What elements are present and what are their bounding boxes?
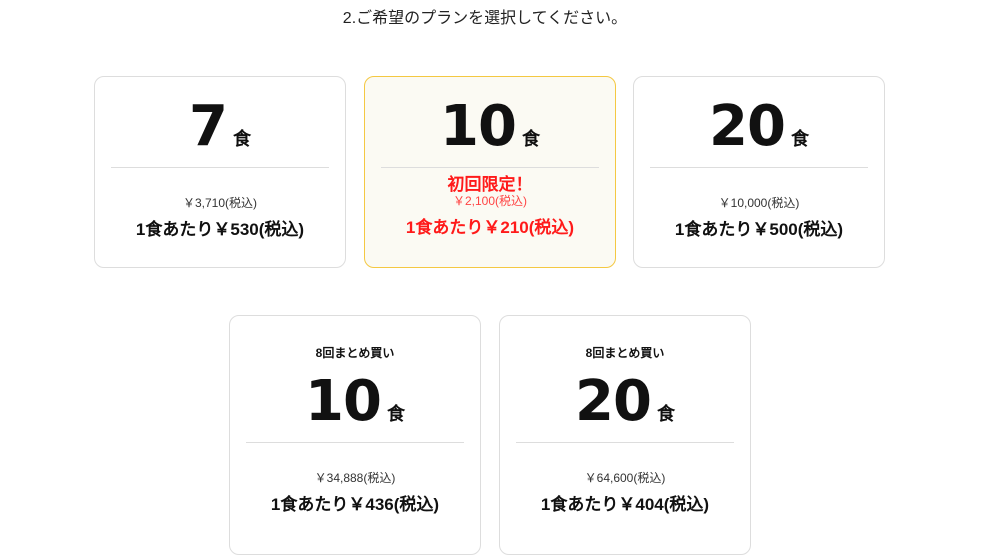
plan-unit: 食	[521, 129, 540, 149]
divider	[650, 167, 868, 168]
plan-card-20[interactable]: 20 食 ￥10,000(税込) 1食あたり￥500(税込)	[633, 76, 885, 268]
divider	[246, 442, 464, 443]
plan-price: ￥3,710(税込)	[182, 196, 258, 210]
plan-count: 10	[305, 369, 382, 434]
section-title: 2.ご希望のプランを選択してください。	[342, 10, 628, 27]
plan-unit: 食	[656, 404, 675, 424]
plan-price: ￥64,600(税込)	[584, 471, 666, 485]
plan-price: ￥2,100(税込)	[452, 194, 528, 208]
plan-per-meal: 1食あたり￥436(税込)	[270, 495, 440, 514]
plan-label: 8回まとめ買い	[585, 346, 665, 360]
plan-unit: 食	[232, 129, 251, 149]
plan-unit: 食	[790, 129, 809, 149]
plan-count: 20	[575, 369, 652, 434]
plan-label: 8回まとめ買い	[315, 346, 395, 360]
plan-per-meal: 1食あたり￥500(税込)	[674, 220, 844, 239]
plan-price: ￥34,888(税込)	[314, 471, 396, 485]
plan-count: 7	[189, 94, 228, 159]
plan-count: 20	[709, 94, 786, 159]
plan-card-10[interactable]: 10 食 初回限定！ ￥2,100(税込) 1食あたり￥210(税込)	[364, 76, 616, 268]
plan-card-bulk-10[interactable]: 8回まとめ買い 10 食 ￥34,888(税込) 1食あたり￥436(税込)	[229, 315, 481, 555]
plan-per-meal: 1食あたり￥210(税込)	[405, 218, 575, 237]
divider	[111, 167, 329, 168]
limited-badge: 初回限定！	[447, 175, 533, 194]
plan-card-bulk-20[interactable]: 8回まとめ買い 20 食 ￥64,600(税込) 1食あたり￥404(税込)	[499, 315, 751, 555]
divider	[381, 167, 599, 168]
plan-unit: 食	[386, 404, 405, 424]
plan-per-meal: 1食あたり￥530(税込)	[135, 220, 305, 239]
plan-per-meal: 1食あたり￥404(税込)	[540, 495, 710, 514]
divider	[516, 442, 734, 443]
plan-count: 10	[440, 94, 517, 159]
plan-price: ￥10,000(税込)	[718, 196, 800, 210]
